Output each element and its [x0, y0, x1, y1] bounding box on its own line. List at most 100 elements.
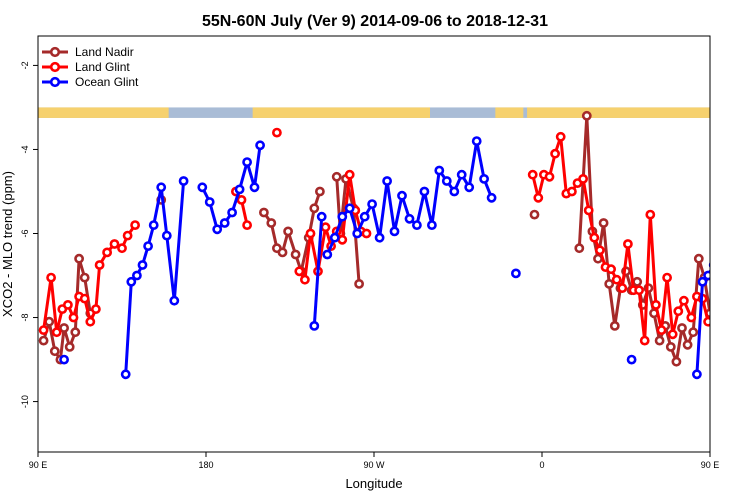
- data-point: [258, 207, 269, 218]
- data-point: [716, 243, 723, 250]
- data-point: [234, 184, 245, 195]
- data-point: [583, 205, 594, 216]
- data-point: [736, 245, 743, 252]
- data-point: [283, 226, 293, 237]
- data-point: [143, 241, 153, 251]
- data-point: [654, 335, 665, 346]
- data-point: [617, 283, 628, 293]
- legend-label: Land Nadir: [75, 45, 134, 59]
- data-point: [679, 295, 689, 306]
- data-point: [197, 182, 208, 193]
- data-point: [382, 176, 392, 186]
- data-point: [634, 285, 644, 296]
- y-tick-label: -2: [20, 61, 30, 69]
- data-point: [337, 211, 348, 222]
- data-point: [574, 243, 585, 254]
- data-point: [148, 220, 159, 230]
- data-point: [51, 327, 62, 338]
- data-point: [122, 230, 133, 241]
- land-ocean-strip: [38, 107, 710, 118]
- data-point: [729, 240, 736, 247]
- data-point: [651, 299, 661, 310]
- data-point: [117, 243, 127, 254]
- data-point: [161, 230, 172, 241]
- data-point: [692, 369, 702, 380]
- data-point: [320, 222, 331, 233]
- data-point: [632, 276, 643, 287]
- data-point: [738, 297, 745, 304]
- data-point: [682, 339, 693, 350]
- data-point: [441, 176, 452, 186]
- data-point: [130, 220, 140, 230]
- data-point: [742, 232, 749, 239]
- data-point: [59, 354, 69, 365]
- legend-item: Land Nadir: [42, 45, 134, 59]
- data-point: [578, 173, 588, 184]
- data-point: [374, 232, 385, 243]
- data-point: [598, 218, 609, 228]
- data-point: [109, 239, 120, 249]
- data-point: [486, 192, 497, 203]
- data-point: [344, 203, 355, 214]
- y-axis-label: XCO2 - MLO trend (ppm): [0, 171, 15, 317]
- plot-frame: [37, 35, 711, 453]
- data-point: [604, 278, 615, 289]
- data-point: [120, 369, 131, 380]
- data-point: [389, 226, 400, 237]
- data-point: [271, 127, 282, 138]
- data-point: [294, 266, 305, 277]
- data-point: [527, 169, 538, 180]
- data-point: [337, 234, 348, 245]
- y-tick-label: -4: [20, 145, 30, 153]
- legend-swatch-marker: [49, 76, 61, 88]
- y-tick-label: -10: [20, 395, 30, 408]
- data-point: [266, 218, 277, 228]
- data-point: [665, 341, 676, 352]
- data-point: [688, 327, 699, 338]
- data-point: [249, 182, 260, 193]
- data-point: [529, 209, 540, 220]
- data-point: [581, 110, 592, 121]
- data-point: [411, 220, 422, 230]
- data-point: [697, 276, 708, 287]
- data-point: [305, 228, 316, 239]
- data-point: [397, 190, 407, 201]
- data-point: [623, 239, 633, 249]
- data-point: [471, 136, 482, 146]
- x-tick-label: 0: [539, 460, 544, 470]
- data-point: [550, 148, 560, 159]
- data-point: [290, 249, 301, 260]
- data-point: [733, 232, 740, 239]
- data-point: [309, 203, 320, 214]
- data-point: [70, 327, 81, 338]
- series-land-glint: [38, 127, 749, 346]
- data-point: [511, 268, 521, 279]
- series-line: [262, 191, 322, 273]
- legend-swatch-marker: [49, 46, 61, 58]
- data-point: [671, 356, 682, 367]
- data-point: [169, 295, 180, 306]
- data-point: [242, 157, 252, 167]
- data-point: [79, 293, 90, 304]
- y-tick-label: -8: [20, 314, 30, 322]
- data-point: [131, 270, 142, 281]
- data-point: [94, 260, 105, 270]
- land-band: [252, 107, 430, 118]
- legend-item: Land Glint: [42, 60, 130, 74]
- x-tick-label: 90 W: [363, 460, 385, 470]
- data-point: [464, 182, 475, 193]
- legend-swatch-marker: [49, 61, 61, 73]
- data-point: [344, 169, 355, 180]
- data-point: [727, 184, 734, 191]
- data-point: [74, 253, 84, 264]
- data-point: [434, 165, 445, 176]
- data-point: [606, 264, 616, 275]
- data-point: [212, 224, 223, 235]
- data-point: [667, 329, 678, 340]
- data-point: [316, 211, 327, 222]
- legend-label: Ocean Glint: [75, 75, 139, 89]
- data-point: [533, 192, 544, 203]
- series-ocean-glint: [59, 136, 745, 380]
